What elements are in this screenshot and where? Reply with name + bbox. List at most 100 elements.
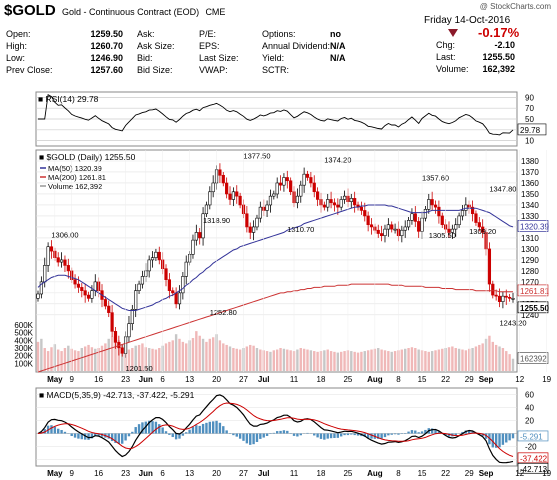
volume-bar [178,338,181,371]
macd-histogram-bar [117,433,121,444]
macd-histogram-bar [313,433,316,436]
volume-bar [127,349,131,371]
quote-label-0: Open: [6,29,31,39]
quote-value-12: no [330,29,341,39]
x-tick-label: 20 [212,375,221,384]
ma50-line [37,204,514,311]
candle-body [265,204,269,211]
x-tick-label: 6 [160,469,165,478]
macd-histogram-bar [90,433,94,439]
macd-histogram-bar [218,422,222,434]
candle-body [103,299,107,307]
volume-bar [447,347,451,371]
candle-body [218,169,222,176]
macd-histogram-bar [242,433,245,441]
macd-histogram-bar [232,433,235,436]
candle-body [430,199,434,206]
x-tick-label: 12 [515,375,524,384]
candle-body [181,276,185,294]
macd-histogram-bar [424,429,427,434]
candle-body [137,283,141,291]
volume-bar [43,348,46,371]
volume-bar [46,351,50,371]
volume-bar [370,349,373,371]
candle-body [508,296,512,299]
x-tick-label: 22 [441,375,450,384]
x-tick-label: 11 [290,469,299,478]
volume-bar [407,348,410,371]
candle-body [198,232,202,239]
price-tick-label: 1290 [521,256,539,265]
candle-body [228,193,232,200]
macd-histogram-bar [87,433,90,440]
volume-bar [279,348,282,371]
candle-body [164,268,168,280]
macd-histogram-bar [397,433,400,435]
volume-bar [275,349,279,371]
macd-histogram-bar [508,433,511,441]
volume-bar [498,346,501,371]
macd-histogram-bar [434,429,437,434]
volume-bar [339,351,343,371]
x-tick-label: Jun [139,375,153,384]
volume-bar [205,341,208,371]
macd-histogram-bar [471,431,474,434]
candle-body [90,290,94,299]
candle-body [208,191,212,206]
candle-body [245,213,249,228]
candle-body [460,210,465,217]
macd-histogram-bar [222,426,225,434]
macd-histogram-bar [188,429,191,434]
candle-body [470,206,475,215]
rsi-tick-label: 70 [525,104,534,113]
macd-histogram-bar [484,433,488,439]
macd-histogram-bar [174,433,178,440]
volume-bar [151,348,154,371]
macd-histogram-bar [144,421,148,434]
candle-body [305,173,310,178]
macd-histogram-bar [60,430,63,434]
candle-body [83,290,87,296]
volume-bar [302,348,306,371]
candle-body [302,173,306,186]
macd-tick-label: -20 [525,443,537,452]
candle-body [63,259,67,266]
macd-badge [517,462,549,474]
price-badge-text: 1320.39 [520,223,549,232]
x-tick-label: Aug [367,375,383,384]
macd-histogram-bar [407,431,410,434]
volume-bar [90,347,94,371]
macd-histogram-bar [205,422,208,434]
macd-histogram-bar [107,433,110,439]
macd-histogram-bar [286,430,289,434]
volume-bar [265,351,269,371]
volume-bar [427,351,430,371]
candle-body [272,193,276,197]
candle-body [134,290,138,310]
macd-histogram-bar [447,433,451,437]
macd-badge-text: -42.713 [520,465,548,474]
candle-body [107,305,111,313]
quote-label-15: SCTR: [262,65,289,75]
x-tick-label: May [47,469,63,478]
volume-bar [134,345,137,371]
macd-histogram-bar [387,433,390,436]
candle-body [211,182,215,193]
candle-body [342,195,347,200]
volume-bar [40,338,43,371]
macd-histogram-bar [414,430,417,434]
price-legend-item: MA(50) 1320.39 [48,164,102,173]
macd-histogram-bar [377,433,380,439]
volume-bar [336,352,340,371]
macd-histogram-bar [265,433,269,436]
x-tick-label: Sep [479,375,494,384]
macd-histogram-bar [134,427,137,434]
macd-signal-line [37,402,514,457]
candle-body [481,226,485,233]
candle-body [427,199,431,210]
volume-bar [306,349,309,371]
price-annotation: 1357.60 [422,174,449,183]
volume-bar [360,351,363,371]
price-annotation: 1201.50 [126,364,153,373]
macd-histogram-bar [43,429,46,434]
